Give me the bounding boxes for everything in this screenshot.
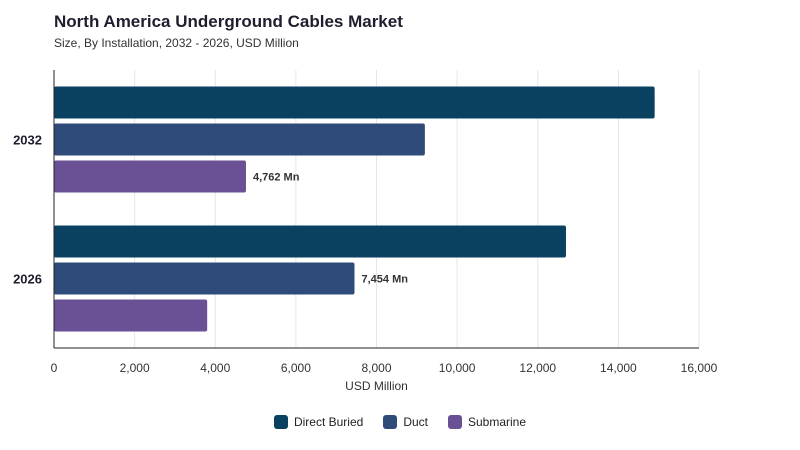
legend-label: Submarine (468, 415, 527, 429)
x-tick-label: 0 (51, 361, 58, 375)
y-tick-label: 2026 (13, 272, 42, 287)
x-tick-label: 2,000 (120, 361, 150, 375)
chart-title: North America Underground Cables Market (54, 12, 403, 31)
legend-label: Direct Buried (293, 415, 364, 429)
bars (54, 86, 655, 332)
y-tick-label: 2032 (13, 133, 42, 148)
legend-item-duct[interactable]: Duct (383, 415, 428, 429)
x-tick-label: 6,000 (281, 361, 311, 375)
bar (54, 262, 355, 295)
legend-label: Duct (403, 415, 428, 429)
legend-item-submarine[interactable]: Submarine (448, 415, 526, 429)
legend-swatch (448, 415, 462, 429)
legend-swatch (273, 415, 288, 429)
x-axis-label: USD Million (345, 379, 408, 393)
x-tick-label: 4,000 (200, 361, 230, 375)
x-tick-label: 16,000 (681, 361, 718, 375)
data-label: 7,454 Mn (361, 274, 408, 286)
x-tick-label: 14,000 (600, 361, 637, 375)
bar (54, 160, 246, 193)
bar (54, 123, 425, 156)
data-labels: 4,762 Mn 7,454 Mn (253, 172, 408, 286)
x-tick-label: 10,000 (439, 361, 476, 375)
bar (54, 86, 655, 119)
bar (54, 299, 208, 332)
chart-subtitle: Size, By Installation, 2032 - 2026, USD … (54, 36, 299, 50)
bar (54, 225, 566, 258)
data-label: 4,762 Mn (253, 172, 300, 184)
x-tick-label: 12,000 (519, 361, 556, 375)
legend: Direct Buried Duct Submarine (0, 415, 800, 429)
bar-chart: 4,762 Mn 7,454 Mn 0 2,000 4,000 6,000 8,000 10… (13, 70, 718, 393)
axes: 0 2,000 4,000 6,000 8,000 10,000 12,000 14,000 1… (13, 70, 718, 393)
x-tick-label: 8,000 (361, 361, 391, 375)
legend-swatch (383, 415, 398, 429)
legend-item-direct-buried[interactable]: Direct Buried (273, 415, 364, 429)
